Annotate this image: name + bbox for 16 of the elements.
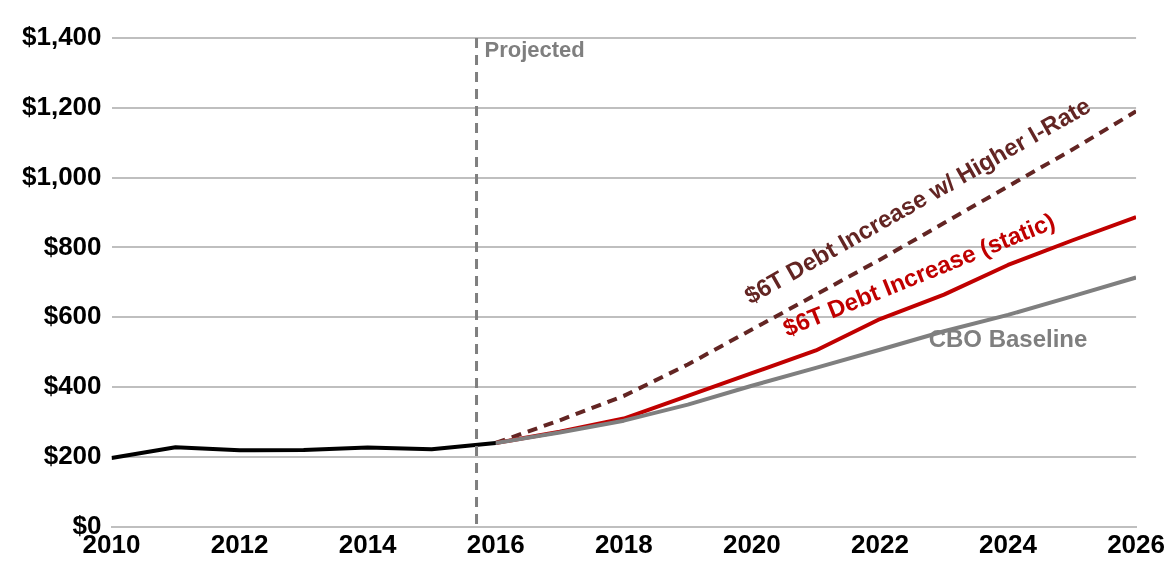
y-tick-label: $800 [43,230,102,261]
x-tick-label: 2024 [979,528,1038,559]
x-tick-label: 2020 [722,528,781,559]
x-tick-label: 2018 [594,528,653,559]
x-tick-label: 2022 [851,528,909,559]
x-tick-label: 2012 [210,528,269,559]
y-tick-label: $200 [43,440,102,471]
y-tick-label: $600 [43,300,102,331]
y-tick-label: $1,400 [21,21,102,52]
x-tick-label: 2014 [338,528,398,559]
y-tick-label: $1,000 [21,160,102,191]
ref-line-label: Projected [484,37,585,63]
y-tick-label: $1,200 [21,91,102,121]
x-tick-label: 2016 [466,528,525,559]
y-tick-label: $400 [43,370,102,401]
x-tick-label: 2026 [1107,528,1165,559]
